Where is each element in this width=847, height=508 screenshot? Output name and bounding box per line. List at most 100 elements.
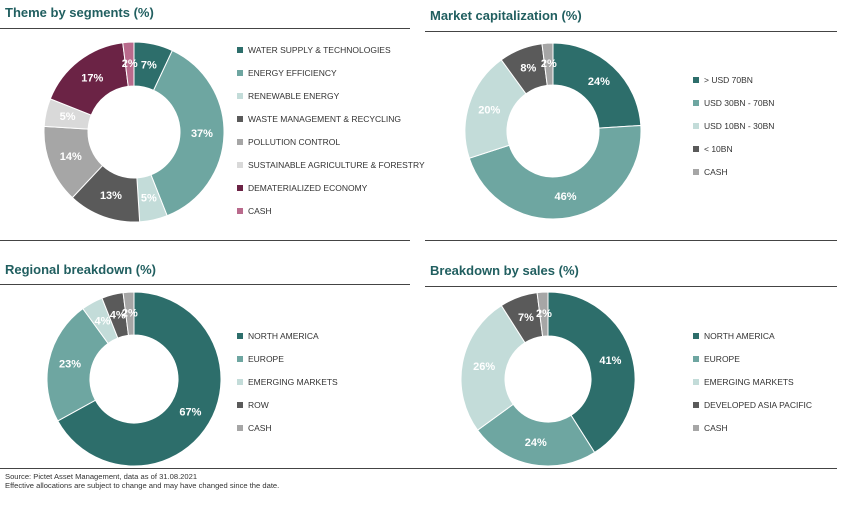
slice-label-europe: 23%	[59, 359, 81, 371]
slice-label-renewable-energy: 5%	[141, 192, 157, 204]
slice-label-row: 4%	[110, 310, 126, 322]
legend-item-waste-management-recycling: WASTE MANAGEMENT & RECYCLING	[237, 107, 425, 130]
donut-chart: 24% 46% 20% 8% 2%	[464, 42, 642, 220]
panel-bottom-rule	[0, 240, 410, 241]
legend-item-north-america: NORTH AMERICA	[237, 324, 338, 347]
panel-bottom-rule	[425, 240, 837, 241]
legend-swatch	[693, 122, 699, 129]
donut-slice-north-america	[547, 291, 636, 454]
donut-slice-emerging-markets	[460, 304, 526, 431]
slice-label-north-america: 41%	[599, 355, 621, 367]
footer-rule	[0, 468, 837, 469]
legend-label: SUSTAINABLE AGRICULTURE & FORESTRY	[248, 159, 425, 170]
donut-chart: 41% 24% 26% 7% 2%	[460, 291, 636, 467]
slice-label-cash: 2%	[541, 58, 557, 70]
legend-swatch	[237, 115, 243, 122]
legend-item-water-supply-technologies: WATER SUPPLY & TECHNOLOGIES	[237, 38, 425, 61]
donut-slice-north-america	[57, 291, 222, 467]
slice-label-emerging-markets: 26%	[473, 361, 495, 373]
legend-swatch	[237, 332, 243, 339]
legend-swatch	[237, 138, 243, 145]
chart-legend: > USD 70BN USD 30BN - 70BN USD 10BN - 30BN…	[693, 68, 774, 183]
legend-item-cash: CASH	[237, 416, 338, 439]
legend-item-sustainable-agriculture-forestry: SUSTAINABLE AGRICULTURE & FORESTRY	[237, 153, 425, 176]
legend-label: EMERGING MARKETS	[704, 376, 794, 387]
slice-label-cash: 2%	[122, 308, 138, 320]
chart-title: Regional breakdown (%)	[5, 262, 156, 277]
legend-label: EUROPE	[248, 353, 284, 364]
slice-label-usd-70bn: 24%	[588, 76, 610, 88]
legend-item-row: ROW	[237, 393, 338, 416]
chart-legend: WATER SUPPLY & TECHNOLOGIES ENERGY EFFICI…	[237, 38, 425, 222]
legend-swatch	[693, 355, 699, 362]
legend-label: EMERGING MARKETS	[248, 376, 338, 387]
legend-swatch	[237, 355, 243, 362]
legend-swatch	[693, 401, 699, 408]
slice-label-waste-management-recycling: 13%	[100, 190, 122, 202]
legend-item-north-america: NORTH AMERICA	[693, 324, 812, 347]
legend-swatch	[237, 424, 243, 431]
slice-label-dematerialized-economy: 17%	[81, 72, 103, 84]
slice-label-10bn: 8%	[520, 63, 536, 75]
legend-swatch	[237, 161, 243, 168]
donut-slice-cash	[536, 291, 549, 337]
legend-swatch	[693, 168, 699, 175]
legend-swatch	[693, 378, 699, 385]
legend-item-emerging-markets: EMERGING MARKETS	[237, 370, 338, 393]
slice-label-energy-efficiency: 37%	[191, 128, 213, 140]
legend-item-renewable-energy: RENEWABLE ENERGY	[237, 84, 425, 107]
legend-item-europe: EUROPE	[693, 347, 812, 370]
legend-label: USD 10BN - 30BN	[704, 120, 775, 131]
legend-label: WASTE MANAGEMENT & RECYCLING	[248, 113, 402, 124]
legend-label: < 10BN	[704, 143, 733, 154]
donut-slice-europe	[46, 307, 109, 422]
footer: Source: Pictet Asset Management, data as…	[5, 472, 279, 490]
donut-slice-cash	[541, 42, 554, 86]
donut-slice-cash	[122, 41, 135, 87]
legend-label: DEMATERIALIZED ECONOMY	[248, 182, 368, 193]
legend-item-europe: EUROPE	[237, 347, 338, 370]
legend-item-emerging-markets: EMERGING MARKETS	[693, 370, 812, 393]
legend-swatch	[237, 207, 243, 214]
chart-panel-theme-by-segments: Theme by segments (%) 7% 37% 5% 13% 14% 5% 17%…	[0, 0, 425, 245]
source-note: Source: Pictet Asset Management, data as…	[5, 472, 198, 481]
slice-label-usd-10bn-30bn: 20%	[478, 104, 500, 116]
legend-swatch	[237, 401, 243, 408]
donut-slice-cash	[122, 291, 135, 336]
legend-label: WATER SUPPLY & TECHNOLOGIES	[248, 44, 391, 55]
legend-label: DEVELOPED ASIA PACIFIC	[704, 399, 813, 410]
legend-label: CASH	[248, 205, 272, 216]
legend-label: POLLUTION CONTROL	[248, 136, 341, 147]
legend-swatch	[237, 184, 243, 191]
legend-item-cash: CASH	[693, 416, 812, 439]
slice-label-emerging-markets: 4%	[94, 316, 110, 328]
legend-label: ROW	[248, 399, 269, 410]
chart-title: Theme by segments (%)	[5, 5, 154, 20]
chart-title: Breakdown by sales (%)	[430, 263, 579, 278]
legend-label: CASH	[248, 422, 272, 433]
legend-item-usd-70bn: > USD 70BN	[693, 68, 774, 91]
chart-legend: NORTH AMERICA EUROPE EMERGING MARKETS DEVEL…	[693, 324, 812, 439]
legend-item-cash: CASH	[237, 199, 425, 222]
slice-label-pollution-control: 14%	[60, 151, 82, 163]
legend-swatch	[693, 145, 699, 152]
legend-label: NORTH AMERICA	[248, 330, 319, 341]
legend-label: EUROPE	[704, 353, 740, 364]
legend-item-cash: CASH	[693, 160, 774, 183]
legend-swatch	[693, 424, 699, 431]
legend-label: > USD 70BN	[704, 74, 753, 85]
chart-panel-regional-breakdown: Regional breakdown (%) 67% 23% 4% 4% 2% NORT…	[0, 255, 410, 470]
slice-label-cash: 2%	[536, 308, 552, 320]
slice-label-cash: 2%	[122, 58, 138, 70]
chart-title: Market capitalization (%)	[430, 8, 582, 23]
legend-item-usd-10bn-30bn: USD 10BN - 30BN	[693, 114, 774, 137]
donut-slice-energy-efficiency	[150, 49, 225, 217]
legend-item-usd-30bn-70bn: USD 30BN - 70BN	[693, 91, 774, 114]
legend-swatch	[237, 46, 243, 53]
legend-label: USD 30BN - 70BN	[704, 97, 775, 108]
donut-slice-usd-30bn-70bn	[468, 124, 642, 220]
slice-label-usd-30bn-70bn: 46%	[555, 191, 577, 203]
chart-panel-breakdown-by-sales: Breakdown by sales (%) 41% 24% 26% 7% 2% NOR…	[425, 255, 837, 470]
legend-label: RENEWABLE ENERGY	[248, 90, 340, 101]
legend-label: ENERGY EFFICIENCY	[248, 67, 337, 78]
